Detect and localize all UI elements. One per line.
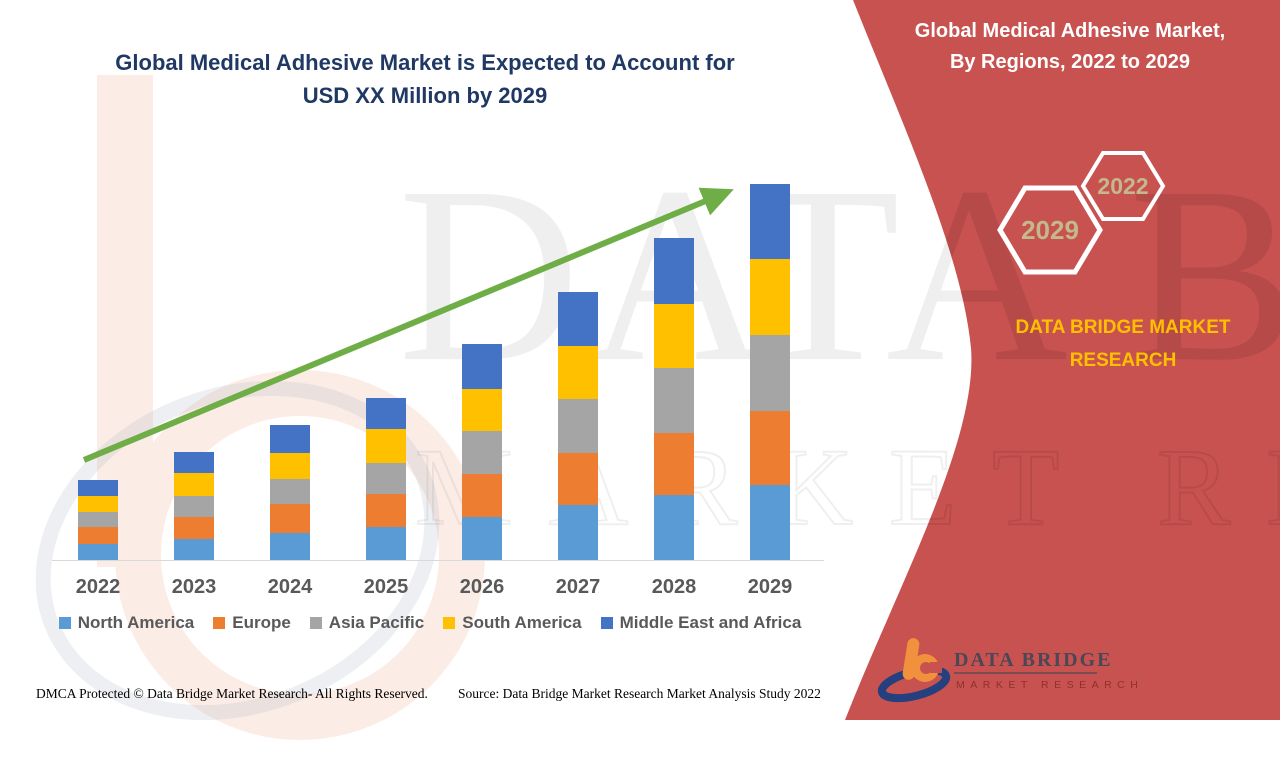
bar-segment-2026-asia-pacific [462, 431, 502, 474]
bar-segment-2023-north-america [174, 539, 214, 560]
brand-name-text: DATA BRIDGE MARKET RESEARCH [985, 311, 1261, 377]
side-panel-title-line1: Global Medical Adhesive Market, [914, 20, 1226, 42]
bar-segment-2025-europe [366, 494, 406, 527]
bar-segment-2023-south-america [174, 473, 214, 496]
bar-segment-2024-europe [270, 504, 310, 533]
chart-title-line2: USD XX Million by 2029 [302, 83, 548, 108]
side-panel-title: Global Medical Adhesive Market, By Regio… [872, 16, 1268, 78]
bar-segment-2022-europe [78, 527, 118, 544]
bar-segment-2022-north-america [78, 544, 118, 560]
bar-segment-2025-middle-east-and-africa [366, 398, 406, 429]
legend-label: South America [462, 613, 582, 632]
footer-source: Source: Data Bridge Market Research Mark… [458, 686, 821, 701]
stacked-bar-2028 [654, 238, 694, 560]
bar-segment-2023-asia-pacific [174, 496, 214, 517]
stacked-bar-2029 [750, 184, 790, 560]
bar-segment-2026-europe [462, 474, 502, 517]
bar-segment-2025-north-america [366, 527, 406, 560]
chart-title: Global Medical Adhesive Market is Expect… [30, 46, 820, 112]
legend-label: Middle East and Africa [619, 613, 802, 632]
bar-segment-2027-middle-east-and-africa [558, 292, 598, 346]
bar-segment-2029-north-america [750, 485, 790, 560]
bar-segment-2025-asia-pacific [366, 463, 406, 494]
legend-swatch-icon [213, 617, 226, 629]
bar-segment-2029-asia-pacific [750, 335, 790, 411]
legend-swatch-icon [443, 617, 456, 629]
bar-segment-2028-middle-east-and-africa [654, 238, 694, 304]
brand-name-line1: DATA BRIDGE MARKET [1015, 317, 1231, 338]
legend-swatch-icon [58, 617, 71, 629]
x-axis-label-2023: 2023 [171, 576, 217, 598]
stacked-bar-2025 [366, 398, 406, 560]
x-axis-line [52, 560, 824, 561]
x-axis-label-2022: 2022 [75, 576, 121, 598]
bar-segment-2025-south-america [366, 429, 406, 463]
stacked-bar-2027 [558, 292, 598, 560]
bar-segment-2024-south-america [270, 453, 310, 479]
bar-segment-2027-asia-pacific [558, 399, 598, 453]
bar-segment-2024-middle-east-and-africa [270, 425, 310, 453]
bar-segment-2029-middle-east-and-africa [750, 184, 790, 259]
legend-label: Asia Pacific [328, 613, 425, 632]
brand-name-line2: RESEARCH [1069, 350, 1177, 371]
legend-item-europe: Europe [213, 613, 291, 633]
bar-segment-2026-middle-east-and-africa [462, 344, 502, 389]
x-axis-label-2027: 2027 [555, 576, 601, 598]
stacked-bar-2022 [78, 480, 118, 560]
x-axis-label-2025: 2025 [363, 576, 409, 598]
legend-item-middle-east-and-africa: Middle East and Africa [600, 613, 802, 633]
bar-segment-2029-south-america [750, 259, 790, 335]
side-panel-title-line2: By Regions, 2022 to 2029 [949, 51, 1191, 73]
bar-segment-2027-south-america [558, 346, 598, 399]
legend-item-north-america: North America [58, 613, 195, 633]
bar-segment-2026-south-america [462, 389, 502, 431]
bar-segment-2028-north-america [654, 495, 694, 560]
x-axis-label-2026: 2026 [459, 576, 505, 598]
stacked-bar-2026 [462, 344, 502, 560]
legend-swatch-icon [309, 617, 322, 629]
x-axis-label-2028: 2028 [651, 576, 697, 598]
legend-swatch-icon [600, 617, 613, 629]
bar-segment-2024-north-america [270, 533, 310, 560]
bar-segment-2026-north-america [462, 517, 502, 560]
bar-segment-2024-asia-pacific [270, 479, 310, 504]
x-axis-label-2029: 2029 [747, 576, 793, 598]
chart-title-line1: Global Medical Adhesive Market is Expect… [115, 50, 735, 75]
bar-segment-2022-asia-pacific [78, 512, 118, 527]
bar-segment-2028-europe [654, 433, 694, 495]
x-axis-label-2024: 2024 [267, 576, 313, 598]
stacked-bar-2023 [174, 452, 214, 560]
bar-segment-2023-middle-east-and-africa [174, 452, 214, 473]
bar-segment-2027-europe [558, 453, 598, 505]
legend-item-south-america: South America [443, 613, 582, 633]
footer-copyright: DMCA Protected © Data Bridge Market Rese… [36, 686, 428, 701]
bar-segment-2022-middle-east-and-africa [78, 480, 118, 496]
legend-label: Europe [232, 613, 291, 632]
bar-segment-2028-south-america [654, 304, 694, 368]
bar-segment-2029-europe [750, 411, 790, 485]
bar-segment-2027-north-america [558, 505, 598, 560]
legend-item-asia-pacific: Asia Pacific [309, 613, 425, 633]
chart-legend: North America Europe Asia Pacific South Ame… [30, 613, 830, 633]
bar-segment-2022-south-america [78, 496, 118, 512]
stacked-bar-2024 [270, 425, 310, 560]
legend-label: North America [77, 613, 195, 632]
bar-segment-2023-europe [174, 517, 214, 539]
bar-segment-2028-asia-pacific [654, 368, 694, 433]
